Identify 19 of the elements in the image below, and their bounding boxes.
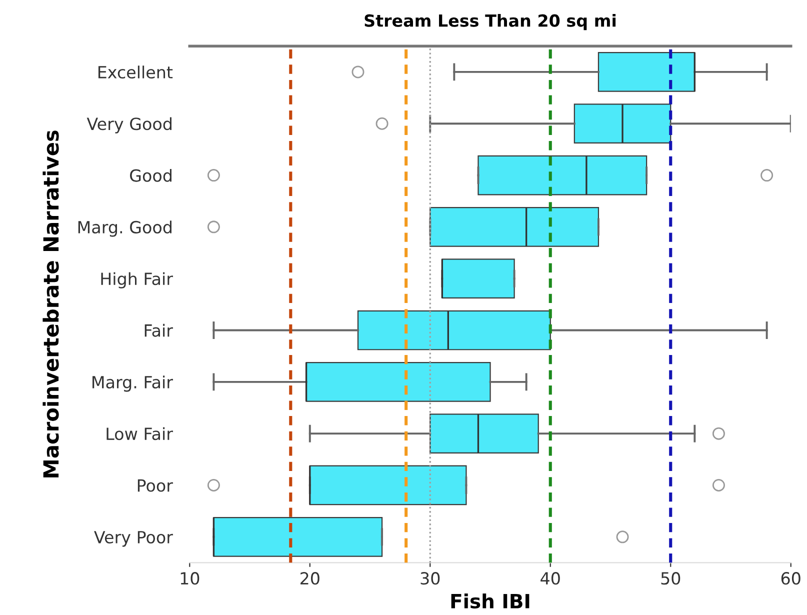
x-tick-label: 30 [420, 572, 440, 585]
x-tick-label: 10 [180, 572, 200, 585]
y-tick-label: Very Good [86, 117, 172, 134]
y-tick-label: Excellent [98, 66, 173, 79]
y-tick-label: Marg. Fair [92, 376, 173, 392]
y-tick-label: Fair [144, 324, 173, 337]
y-axis-title: Macroinvertebrate Narratives [42, 130, 59, 478]
y-tick-label: Good [130, 168, 172, 182]
x-axis-title: Fish IBI [451, 593, 530, 608]
y-tick-label: Poor [138, 479, 173, 492]
y-tick-label: Very Poor [94, 531, 173, 547]
x-tick-label: 40 [540, 572, 560, 585]
y-tick-label: High Fair [101, 272, 173, 288]
y-tick-label: Marg. Good [78, 220, 172, 237]
x-tick-label: 50 [661, 572, 680, 585]
x-tick-label: 20 [300, 572, 320, 585]
x-tick-label: 60 [781, 572, 800, 585]
chart-title: Stream Less Than 20 sq mi [364, 14, 616, 30]
y-tick-label: Low Fair [106, 427, 173, 440]
